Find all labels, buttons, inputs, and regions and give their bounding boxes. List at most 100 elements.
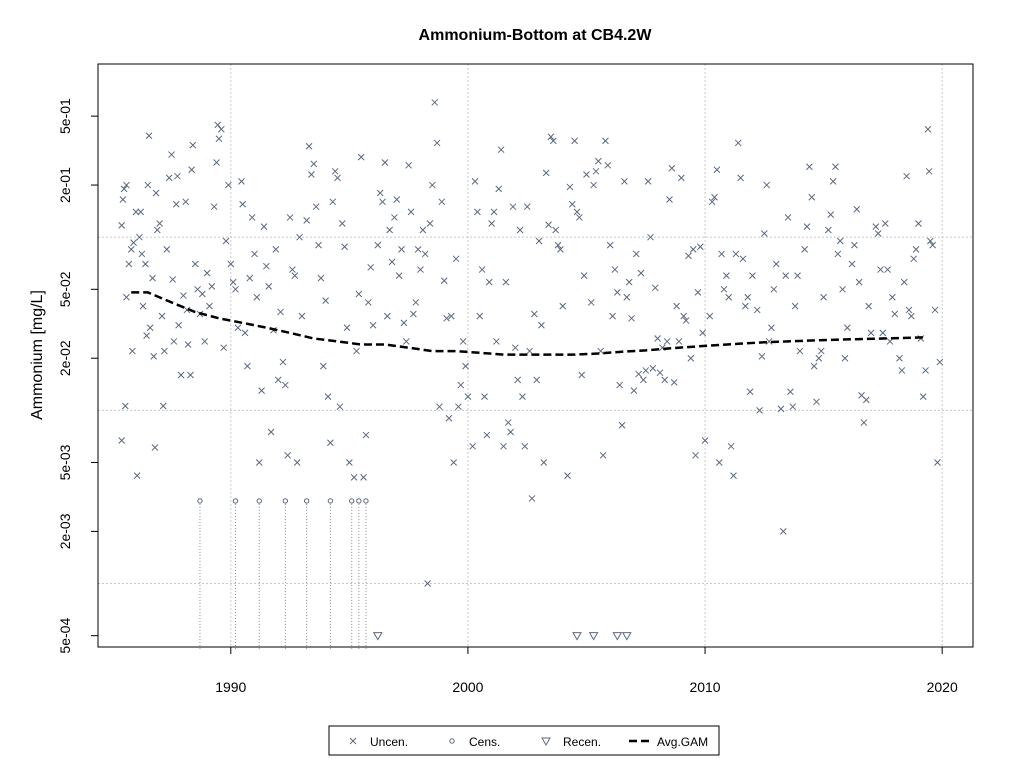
marker-stroke xyxy=(746,388,754,396)
censored-point xyxy=(282,498,289,504)
uncensored-point xyxy=(791,302,799,310)
marker-stroke xyxy=(433,139,441,147)
uncensored-point xyxy=(357,153,365,161)
marker-stroke xyxy=(723,272,730,279)
uncensored-point xyxy=(267,428,275,436)
uncensored-point xyxy=(528,495,536,502)
marker-stroke xyxy=(455,403,462,411)
marker-stroke xyxy=(516,226,524,234)
marker-stroke xyxy=(836,237,844,245)
marker-stroke xyxy=(381,159,389,166)
marker-stroke xyxy=(907,312,915,320)
marker-stroke xyxy=(903,172,910,180)
uncensored-point xyxy=(410,310,417,318)
uncensored-point xyxy=(119,196,127,203)
marker-stroke xyxy=(308,171,315,178)
marker-stroke xyxy=(159,402,167,410)
marker-stroke xyxy=(538,321,545,329)
marker-stroke xyxy=(670,379,678,386)
uncensored-point xyxy=(217,125,225,133)
uncensored-point xyxy=(286,214,294,221)
uncensored-point xyxy=(523,203,531,211)
marker-stroke xyxy=(227,260,235,268)
censored-point xyxy=(327,498,334,504)
uncensored-point xyxy=(820,293,827,301)
uncensored-point xyxy=(272,246,280,253)
marker-stroke xyxy=(246,274,254,282)
marker-stroke xyxy=(364,299,372,306)
uncensored-point xyxy=(803,223,811,231)
marker-stroke xyxy=(258,387,265,394)
marker-stroke xyxy=(272,246,280,253)
uncensored-point xyxy=(794,272,801,279)
marker-stroke xyxy=(535,237,543,245)
censored-point xyxy=(256,498,262,504)
uncensored-point xyxy=(150,353,158,360)
marker-stroke xyxy=(839,285,846,293)
uncensored-point xyxy=(815,354,823,362)
marker-stroke xyxy=(896,354,903,362)
uncensored-point xyxy=(860,419,868,426)
uncensored-point xyxy=(497,146,505,154)
uncensored-point xyxy=(398,246,405,253)
uncensored-point xyxy=(400,319,408,327)
uncensored-point xyxy=(353,347,360,355)
legend-symbol-censored xyxy=(449,738,455,744)
marker-stroke xyxy=(286,214,294,221)
uncensored-point xyxy=(424,580,431,587)
marker-stroke xyxy=(727,442,735,450)
marker-stroke xyxy=(481,393,488,400)
uncensored-point xyxy=(666,196,673,203)
marker-stroke xyxy=(428,181,436,189)
marker-stroke xyxy=(350,474,358,481)
marker-stroke xyxy=(293,459,301,466)
uncensored-point xyxy=(123,181,130,189)
marker-stroke xyxy=(768,324,775,332)
marker-stroke xyxy=(398,246,405,253)
uncensored-point xyxy=(509,203,517,211)
marker-stroke xyxy=(310,160,318,168)
marker-stroke xyxy=(701,437,709,444)
uncensored-point xyxy=(623,293,631,301)
uncensored-point xyxy=(374,241,382,249)
uncensored-point xyxy=(471,178,479,185)
marker-stroke xyxy=(184,341,192,348)
uncensored-point xyxy=(685,252,692,260)
marker-stroke xyxy=(177,371,185,379)
legend-symbol-recensored xyxy=(541,737,551,747)
uncensored-point xyxy=(606,241,614,249)
marker-stroke xyxy=(647,233,654,241)
marker-stroke xyxy=(133,472,141,479)
marker-stroke xyxy=(393,196,401,203)
marker-stroke xyxy=(118,437,126,444)
marker-stroke xyxy=(685,252,692,260)
marker-stroke xyxy=(490,208,498,216)
marker-stroke xyxy=(925,167,933,175)
marker-stroke xyxy=(443,314,450,322)
marker-stroke xyxy=(182,198,190,206)
y-tick-label: 2e-02 xyxy=(57,340,73,376)
marker-stroke xyxy=(813,398,820,406)
marker-stroke xyxy=(777,405,785,413)
uncensored-point xyxy=(455,403,462,411)
legend-box xyxy=(328,725,720,756)
uncensored-point xyxy=(829,178,837,185)
marker-stroke xyxy=(827,211,835,218)
uncensored-point xyxy=(225,181,232,189)
marker-stroke xyxy=(504,419,512,426)
marker-stroke xyxy=(566,183,574,191)
marker-stroke xyxy=(291,272,299,279)
marker-stroke xyxy=(215,135,223,143)
uncensored-point xyxy=(341,243,348,251)
uncensored-point xyxy=(772,260,780,268)
uncensored-point xyxy=(450,459,458,466)
marker-stroke xyxy=(161,347,168,355)
uncensored-point xyxy=(144,181,152,189)
marker-stroke xyxy=(426,220,434,227)
uncensored-point xyxy=(925,167,933,175)
uncensored-point xyxy=(708,198,716,206)
marker-stroke xyxy=(217,125,225,133)
marker-stroke xyxy=(549,137,557,145)
marker-stroke xyxy=(756,406,763,414)
